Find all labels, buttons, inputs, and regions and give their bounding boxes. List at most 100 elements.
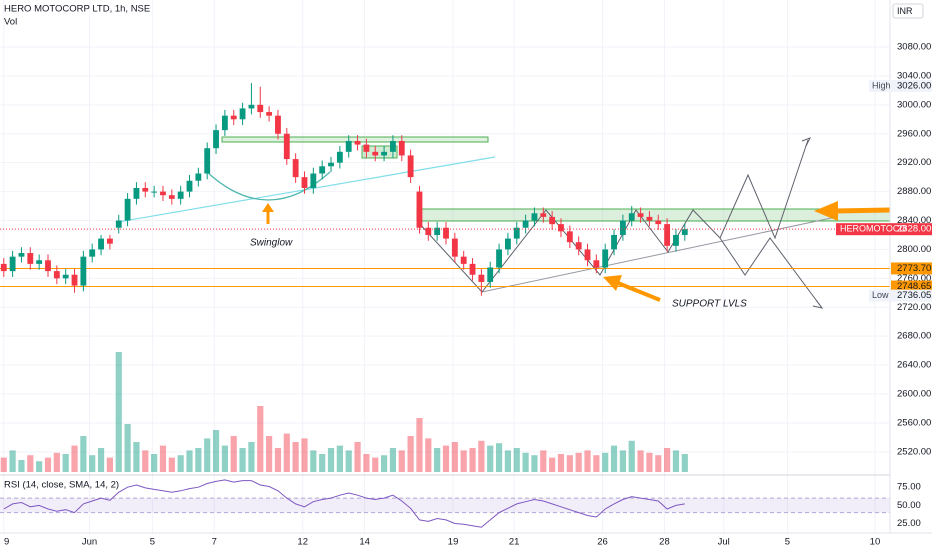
currency[interactable]: INR	[897, 6, 913, 16]
level-label: 2773.70	[897, 263, 931, 274]
volume-bar	[672, 450, 680, 472]
candle-body	[0, 263, 7, 272]
volume-bar	[354, 442, 361, 472]
volume-bar	[566, 455, 573, 472]
volume-bar	[593, 455, 600, 472]
volume-bar	[540, 450, 547, 472]
level-tag	[891, 262, 932, 275]
x-tick-label: 14	[359, 537, 370, 548]
volume-bar	[151, 454, 158, 472]
y-tick-label: 2680.00	[897, 331, 931, 342]
level-tag	[891, 280, 932, 293]
volume-bar	[27, 455, 34, 472]
volume-bar	[177, 455, 184, 472]
y-tick-label: 2760.00	[897, 273, 931, 284]
candle-body	[637, 213, 644, 217]
candle-body	[266, 112, 273, 116]
axis-labels: 9 Jun 5 7 12 14 19 21 26 28 Jul 5 10 2520.00 2560.00 26…	[4, 42, 932, 548]
chart-title: HERO MOTOCORP LTD, 1h, NSE	[4, 4, 150, 15]
volume-bar	[18, 460, 25, 472]
candle-body	[681, 229, 688, 235]
candle-body	[336, 151, 343, 163]
volume-bar	[646, 452, 653, 472]
y-tick-label: 2520.00	[897, 446, 931, 457]
volume-bar	[124, 424, 131, 472]
volume-bar	[407, 436, 414, 472]
volume-bar	[602, 452, 609, 472]
volume-bar	[204, 438, 211, 472]
marker-name: Low	[872, 290, 889, 300]
x-tick-label: Jun	[82, 537, 97, 548]
volume-bar	[9, 450, 16, 472]
candle-body	[275, 115, 281, 134]
volume-bar	[257, 406, 264, 472]
candle-body	[575, 242, 582, 250]
volume-bar	[681, 454, 688, 472]
volume-bar	[212, 430, 220, 472]
candle-body	[425, 227, 432, 235]
volume-bar	[584, 450, 591, 472]
orange-arrow-head	[814, 201, 838, 221]
candle-body	[434, 227, 441, 235]
rsi-band	[0, 498, 890, 513]
candle-body	[381, 151, 388, 156]
volume-bar	[36, 461, 43, 472]
x-tick-label: 28	[659, 537, 670, 548]
marker-name: High	[872, 80, 891, 90]
marker-value: 2736.05	[897, 290, 931, 301]
marker-tag	[869, 289, 932, 302]
candle-body	[230, 115, 237, 120]
volume-bar	[283, 433, 290, 472]
candle-body	[584, 249, 591, 261]
candle-body	[301, 177, 308, 188]
y-tick-label: 2600.00	[897, 389, 931, 400]
volume-bar	[168, 457, 175, 472]
candle-body	[18, 253, 25, 257]
indicator-title: RSI (14, close, SMA, 14, 2)	[4, 480, 119, 491]
volume-bar	[460, 450, 467, 472]
orange-arrow	[617, 281, 661, 302]
x-tick-label: 26	[597, 537, 608, 548]
volume-bar	[504, 450, 512, 472]
candle-body	[142, 187, 149, 192]
candle-body	[151, 191, 158, 193]
marker-value: 3026.00	[897, 81, 931, 92]
candle-body	[363, 144, 370, 152]
candle-body	[9, 256, 16, 272]
volume-bar	[301, 438, 308, 472]
candle-body	[71, 274, 78, 286]
candle-body	[195, 173, 202, 181]
volume-bar	[292, 442, 299, 472]
last-price-tag	[836, 223, 932, 236]
candle-body	[478, 274, 485, 282]
volume-bar	[451, 442, 458, 472]
rsi-tick-label: 75.00	[897, 482, 921, 493]
volume-bar	[44, 457, 52, 472]
candle-body	[89, 249, 96, 257]
candle-body	[469, 263, 476, 275]
volume-bar	[628, 440, 635, 472]
level-label: 2748.65	[897, 281, 931, 292]
candle-body	[283, 133, 290, 160]
candle-body	[451, 238, 458, 257]
volume-bar	[97, 448, 105, 472]
y-tick-label: 2920.00	[897, 157, 931, 168]
candle-body	[213, 130, 219, 149]
candle-body	[354, 140, 361, 145]
volume-bar	[186, 450, 193, 472]
x-tick-label: 5	[150, 537, 155, 548]
x-tick-label: 10	[870, 537, 881, 548]
candle-body	[496, 249, 502, 268]
volume-bar	[522, 452, 529, 472]
volume-bar	[345, 450, 352, 472]
volume-label: Vol	[4, 17, 17, 28]
candle-body	[646, 216, 653, 221]
volume-bar	[266, 436, 273, 472]
candle-body	[566, 231, 573, 243]
candle-body	[390, 140, 396, 152]
volume-bar	[469, 448, 476, 472]
currency-box[interactable]	[892, 3, 924, 19]
volume-bar	[80, 436, 87, 472]
volume-bar	[319, 454, 326, 472]
volume-bar	[115, 352, 122, 472]
